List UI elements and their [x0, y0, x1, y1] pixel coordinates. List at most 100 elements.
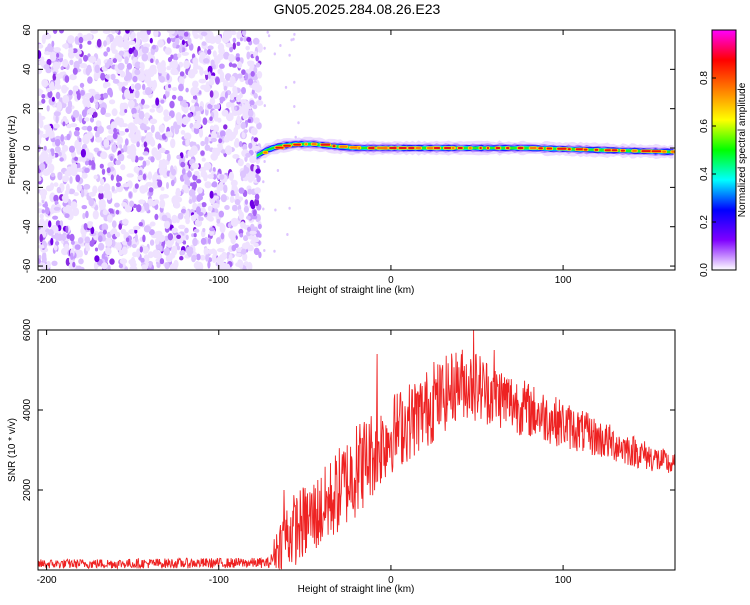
noise-speckle: [250, 127, 258, 136]
noise-speckle: [62, 94, 70, 104]
noise-speckle: [293, 32, 296, 36]
noise-speckle: [223, 85, 228, 91]
noise-speckle: [230, 217, 239, 227]
noise-speckle: [61, 144, 69, 152]
noise-speckle: [140, 257, 145, 263]
noise-speckle: [50, 204, 57, 214]
noise-speckle: [200, 170, 207, 178]
noise-speckle: [118, 249, 124, 256]
noise-speckle: [168, 253, 176, 259]
noise-speckle: [224, 205, 230, 210]
noise-speckle: [294, 135, 297, 139]
signal-peak-core: [641, 150, 652, 153]
noise-speckle: [228, 171, 234, 181]
noise-speckle: [240, 121, 246, 130]
noise-speckle: [41, 98, 46, 104]
noise-speckle: [143, 141, 148, 148]
noise-speckle: [216, 53, 224, 61]
noise-speckle: [284, 85, 288, 89]
noise-speckle: [198, 106, 204, 112]
noise-speckle: [78, 258, 84, 265]
noise-speckle: [123, 144, 128, 153]
noise-speckle: [142, 104, 150, 109]
noise-speckle: [225, 145, 233, 156]
noise-speckle: [207, 174, 214, 179]
noise-speckle: [132, 113, 138, 118]
noise-speckle: [112, 132, 118, 140]
noise-speckle: [102, 92, 109, 99]
noise-speckle: [128, 40, 136, 45]
noise-speckle: [68, 89, 73, 96]
signal-peak-core: [398, 147, 407, 149]
noise-speckle: [125, 30, 130, 34]
noise-speckle: [242, 143, 248, 151]
spectrogram-x-tick-label: 100: [555, 275, 572, 286]
noise-speckle: [83, 183, 91, 190]
noise-speckle: [119, 153, 125, 162]
noise-speckle: [131, 107, 137, 115]
noise-speckle: [212, 50, 217, 58]
noise-speckle: [180, 130, 186, 135]
noise-speckle: [182, 140, 186, 146]
noise-speckle: [161, 214, 168, 222]
noise-speckle: [70, 252, 74, 260]
noise-speckle: [151, 84, 156, 92]
noise-speckle: [104, 112, 112, 118]
noise-speckle: [216, 184, 223, 191]
noise-speckle: [207, 261, 211, 269]
noise-speckle: [90, 30, 99, 34]
colorbar-tick-label: 0.6: [699, 119, 710, 133]
noise-speckle: [232, 154, 240, 159]
snr-y-tick-label: 4000: [22, 398, 33, 421]
noise-speckle: [62, 121, 66, 127]
noise-speckle: [81, 205, 88, 210]
noise-speckle: [159, 64, 167, 73]
snr-series-line: [38, 330, 675, 570]
noise-speckle: [80, 189, 85, 198]
noise-speckle: [220, 232, 225, 240]
noise-speckle: [134, 233, 138, 243]
noise-speckle: [199, 66, 204, 76]
noise-speckle: [210, 152, 218, 161]
noise-speckle: [149, 64, 157, 71]
noise-speckle: [230, 179, 238, 187]
noise-speckle: [111, 108, 118, 117]
noise-speckle: [127, 122, 136, 131]
noise-speckle: [234, 199, 241, 206]
noise-speckle: [159, 258, 165, 265]
noise-speckle: [64, 75, 70, 83]
noise-speckle: [246, 37, 252, 42]
signal-peak-core: [506, 147, 510, 149]
noise-speckle: [267, 34, 271, 38]
noise-speckle: [102, 30, 111, 34]
noise-speckle: [200, 140, 206, 147]
noise-speckle: [70, 201, 78, 209]
noise-speckle: [136, 141, 140, 148]
noise-speckle: [178, 83, 184, 92]
noise-speckle: [138, 199, 145, 205]
signal-peak-core: [632, 149, 637, 152]
noise-speckle: [252, 209, 257, 217]
noise-speckle: [138, 111, 145, 120]
noise-speckle: [249, 230, 257, 235]
noise-speckle: [101, 223, 109, 231]
noise-speckle: [77, 50, 82, 55]
noise-speckle: [217, 143, 223, 148]
noise-speckle: [160, 186, 165, 191]
noise-speckle: [63, 42, 69, 50]
noise-speckle: [163, 220, 171, 229]
noise-speckle: [99, 126, 104, 133]
noise-speckle: [102, 209, 108, 216]
noise-speckle: [67, 35, 75, 44]
noise-speckle: [43, 124, 52, 131]
noise-speckle: [175, 112, 182, 122]
noise-speckle: [207, 71, 211, 80]
noise-speckle: [45, 67, 52, 74]
noise-speckle: [39, 213, 44, 219]
noise-speckle: [194, 260, 200, 270]
noise-speckle: [247, 109, 254, 118]
snr-x-tick-label: 0: [388, 575, 394, 586]
noise-speckle: [231, 244, 237, 252]
noise-speckle: [179, 71, 185, 77]
noise-speckle: [248, 142, 253, 149]
